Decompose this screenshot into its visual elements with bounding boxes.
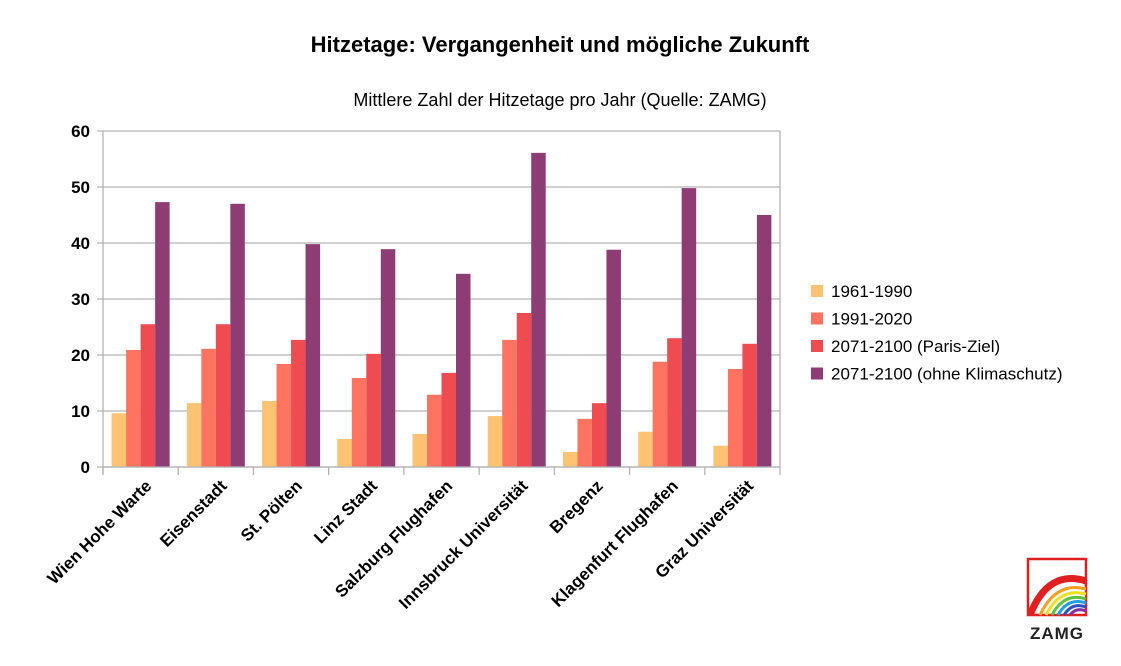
bar-1-0 <box>126 349 141 467</box>
bar-2-5 <box>516 313 532 467</box>
x-tick-label: Eisenstadt <box>156 476 230 550</box>
bar-2-1 <box>215 324 231 467</box>
bar-2-2 <box>291 339 306 467</box>
bar-3-6 <box>606 249 621 467</box>
chart-title: Hitzetage: Vergangenheit und mögliche Zu… <box>311 32 810 57</box>
zamg-logo: ZAMG <box>1026 557 1088 643</box>
legend-swatch-2 <box>811 340 823 352</box>
bar-1-6 <box>577 418 592 467</box>
bar-0-3 <box>337 439 352 467</box>
legend-swatch-3 <box>811 367 823 380</box>
y-tick-label: 40 <box>71 234 90 253</box>
x-tick-label: Wien Hohe Warte <box>44 476 156 588</box>
bar-1-5 <box>502 339 517 467</box>
bar-3-5 <box>531 152 546 467</box>
bar-0-0 <box>111 413 127 467</box>
bar-1-3 <box>351 377 367 467</box>
bar-1-7 <box>652 361 668 467</box>
bar-3-4 <box>456 273 471 467</box>
x-tick-label: St. Pölten <box>237 476 306 545</box>
legend-label-3: 2071-2100 (ohne Klimaschutz) <box>831 365 1063 384</box>
bar-0-8 <box>713 445 728 467</box>
legend-label-2: 2071-2100 (Paris-Ziel) <box>831 337 1000 356</box>
bar-0-1 <box>186 403 202 467</box>
bar-3-2 <box>305 244 321 467</box>
bar-1-2 <box>276 363 292 467</box>
bar-0-2 <box>262 400 277 467</box>
x-tick-label: Innsbruck Universität <box>395 476 532 613</box>
x-tick-label: Linz Stadt <box>310 476 381 547</box>
bar-2-8 <box>742 343 757 467</box>
bar-3-7 <box>681 188 697 467</box>
legend-label-0: 1961-1990 <box>831 282 912 301</box>
bar-1-1 <box>201 348 216 467</box>
svg-text:ZAMG: ZAMG <box>1030 624 1084 643</box>
bar-3-3 <box>380 249 396 467</box>
bar-3-8 <box>756 215 772 467</box>
legend-swatch-1 <box>811 312 823 325</box>
bar-3-0 <box>155 202 170 467</box>
y-tick-label: 60 <box>71 122 90 141</box>
y-tick-label: 50 <box>71 178 90 197</box>
legend-swatch-0 <box>811 285 823 297</box>
y-tick-label: 0 <box>81 458 90 477</box>
bar-2-7 <box>667 338 682 467</box>
bar-0-5 <box>487 416 503 467</box>
bar-1-8 <box>727 369 743 467</box>
bar-2-3 <box>366 353 381 467</box>
x-tick-label: Bregenz <box>546 476 607 537</box>
y-tick-label: 10 <box>71 402 90 421</box>
bar-0-6 <box>562 451 578 467</box>
bar-1-4 <box>427 394 442 467</box>
bar-0-4 <box>412 433 427 467</box>
bar-2-4 <box>441 372 456 467</box>
bar-3-1 <box>230 203 245 468</box>
bar-2-0 <box>140 324 156 467</box>
y-tick-label: 20 <box>71 346 90 365</box>
legend-label-1: 1991-2020 <box>831 310 912 329</box>
chart-subtitle: Mittlere Zahl der Hitzetage pro Jahr (Qu… <box>353 90 766 110</box>
x-tick-label: Klagenfurt Flughafen <box>548 476 682 610</box>
y-tick-label: 30 <box>71 290 90 309</box>
bar-0-7 <box>638 431 653 467</box>
bar-2-6 <box>591 403 607 467</box>
